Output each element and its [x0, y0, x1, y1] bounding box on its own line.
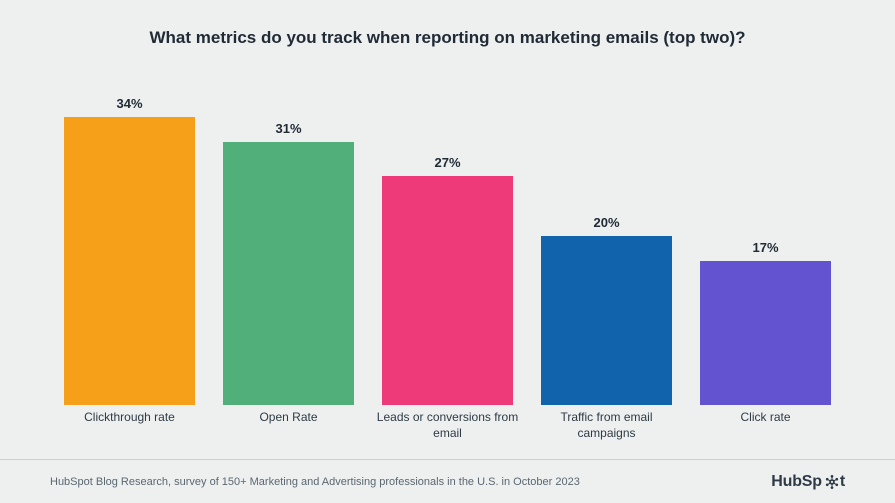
bar-value-label: 27% — [434, 155, 460, 170]
bar-value-label: 34% — [116, 96, 142, 111]
hubspot-logo: HubSpt — [771, 473, 845, 491]
category-label: Open Rate — [209, 410, 368, 441]
bar-chart: 34% 31% 27% 20% 17% — [50, 75, 845, 405]
category-label: Traffic from email campaigns — [527, 410, 686, 441]
bar — [223, 142, 353, 405]
source-text: HubSpot Blog Research, survey of 150+ Ma… — [50, 476, 580, 488]
bar-group: 17% — [686, 75, 845, 405]
category-labels-row: Clickthrough rate Open Rate Leads or con… — [50, 410, 845, 441]
category-label: Leads or conversions from email — [368, 410, 527, 441]
chart-title: What metrics do you track when reporting… — [0, 0, 895, 48]
bar-group: 34% — [50, 75, 209, 405]
bar-group: 27% — [368, 75, 527, 405]
bar-group: 31% — [209, 75, 368, 405]
sprocket-icon — [824, 474, 840, 490]
bar — [700, 261, 830, 405]
bar-value-label: 20% — [593, 215, 619, 230]
category-label: Clickthrough rate — [50, 410, 209, 441]
logo-text: HubSp — [771, 473, 822, 491]
bar-value-label: 31% — [275, 121, 301, 136]
bar — [541, 236, 671, 405]
chart-footer: HubSpot Blog Research, survey of 150+ Ma… — [0, 459, 895, 503]
bar — [382, 176, 512, 405]
bar — [64, 117, 194, 405]
logo-text: t — [840, 473, 845, 491]
bar-value-label: 17% — [752, 240, 778, 255]
category-label: Click rate — [686, 410, 845, 441]
bar-group: 20% — [527, 75, 686, 405]
